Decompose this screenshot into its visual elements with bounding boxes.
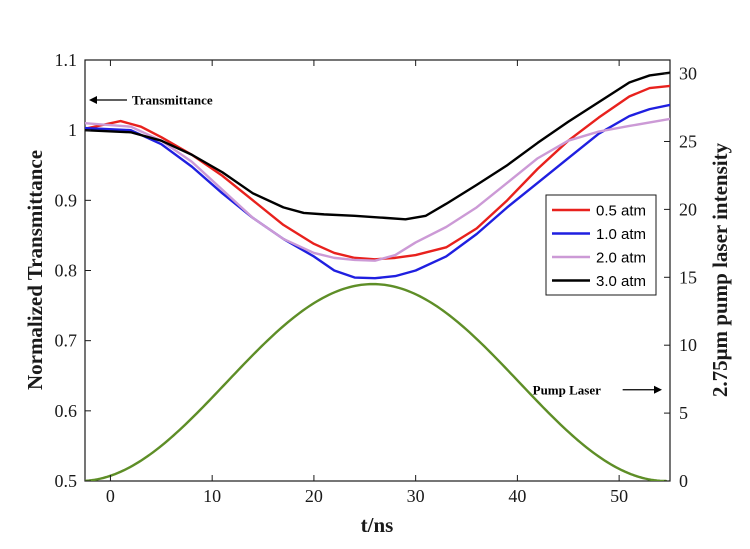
y-left-axis-title: Normalized Transmittance <box>23 150 47 390</box>
series-line-2-0-atm <box>85 117 670 262</box>
series-line-3-0-atm <box>85 71 670 221</box>
x-tick-label: 20 <box>305 486 323 506</box>
series-line-pump-laser <box>85 282 668 481</box>
y-right-tick-label: 15 <box>679 267 697 287</box>
pump-laser-arrow-head <box>654 385 662 394</box>
legend-label: 0.5 atm <box>596 203 646 220</box>
series-line-1-0-atm <box>85 103 670 280</box>
x-tick-label: 0 <box>106 486 115 506</box>
transmittance-annotation: Transmittance <box>132 92 213 107</box>
y-right-tick-label: 10 <box>679 335 697 355</box>
y-right-tick-label: 20 <box>679 199 697 219</box>
y-left-tick-label: 1.1 <box>55 50 78 70</box>
y-left-tick-label: 0.7 <box>55 331 78 351</box>
x-tick-label: 10 <box>203 486 221 506</box>
y-left-tick-label: 0.6 <box>55 401 78 421</box>
y-right-axis-title: 2.75μm pump laser intensity <box>708 142 732 397</box>
transmittance-arrow-head <box>89 95 97 104</box>
x-tick-label: 30 <box>407 486 425 506</box>
y-left-tick-label: 1 <box>68 120 77 140</box>
y-right-tick-label: 5 <box>679 403 688 423</box>
legend-label: 3.0 atm <box>596 273 646 290</box>
y-left-tick-label: 0.8 <box>55 261 78 281</box>
y-left-tick-label: 0.9 <box>55 190 78 210</box>
x-tick-label: 50 <box>610 486 628 506</box>
y-right-tick-label: 30 <box>679 64 697 84</box>
y-right-tick-label: 0 <box>679 471 688 491</box>
y-right-tick-label: 25 <box>679 131 697 151</box>
x-tick-label: 40 <box>508 486 526 506</box>
legend-label: 2.0 atm <box>596 250 646 267</box>
pump-laser-annotation: Pump Laser <box>533 382 601 397</box>
y-left-tick-label: 0.5 <box>55 471 78 491</box>
legend-label: 1.0 atm <box>596 226 646 243</box>
x-axis-title: t/ns <box>361 513 394 537</box>
legend-box <box>545 194 657 296</box>
